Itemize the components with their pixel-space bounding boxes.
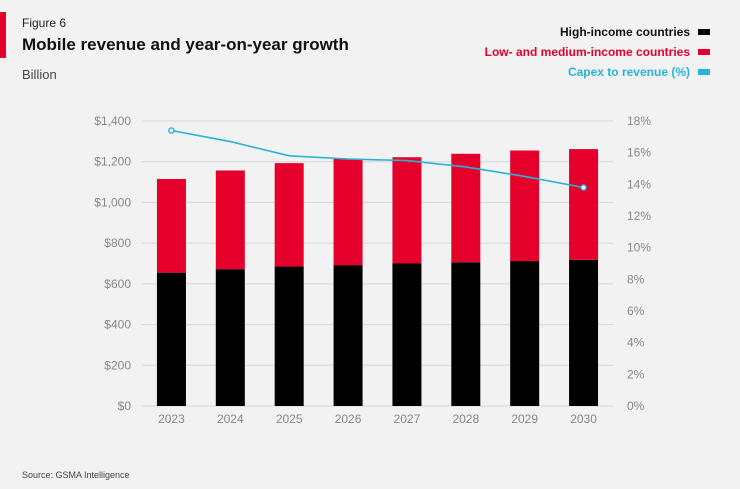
legend-swatch xyxy=(698,29,710,35)
legend-label: Capex to revenue (%) xyxy=(567,65,690,79)
bar-segment xyxy=(451,153,481,263)
bar-segment xyxy=(569,149,599,260)
bar-segment xyxy=(274,266,304,406)
x-tick-label: 2029 xyxy=(511,412,538,426)
legend-item-low-medium-income: Low- and medium-income countries xyxy=(485,42,710,62)
y-right-tick-label: 4% xyxy=(627,336,645,350)
x-tick-label: 2027 xyxy=(394,412,421,426)
bar-segment xyxy=(451,262,481,406)
x-tick-label: 2025 xyxy=(276,412,303,426)
legend-swatch xyxy=(698,69,710,75)
x-tick-label: 2024 xyxy=(217,412,244,426)
unit-label: Billion xyxy=(22,67,57,82)
legend-swatch xyxy=(698,49,710,55)
chart-title: Mobile revenue and year-on-year growth xyxy=(22,35,349,54)
bar-segment xyxy=(156,179,186,273)
y-right-tick-label: 18% xyxy=(627,114,651,128)
legend: High-income countries Low- and medium-in… xyxy=(485,22,710,82)
bar-segment xyxy=(215,170,245,270)
legend-label: Low- and medium-income countries xyxy=(484,45,690,59)
bar-segment xyxy=(569,259,599,406)
bar-segment xyxy=(156,272,186,406)
y-left-tick-label: $600 xyxy=(104,277,131,291)
legend-item-capex: Capex to revenue (%) xyxy=(485,62,710,82)
figure-label: Figure 6 xyxy=(22,16,67,30)
y-right-tick-label: 14% xyxy=(627,177,651,191)
y-right-tick-label: 2% xyxy=(627,367,645,381)
legend-item-high-income: High-income countries xyxy=(485,22,710,42)
y-left-tick-label: $1,000 xyxy=(94,195,131,209)
bar-segment xyxy=(510,261,540,406)
source-note: Source: GSMA Intelligence xyxy=(22,470,130,480)
bar-segment xyxy=(392,157,422,264)
capex-point xyxy=(580,184,587,191)
y-right-tick-label: 10% xyxy=(627,241,651,255)
y-left-tick-label: $0 xyxy=(118,399,132,413)
bar-segment xyxy=(274,163,304,267)
legend-label: High-income countries xyxy=(559,25,690,39)
y-left-tick-label: $1,400 xyxy=(94,114,131,128)
y-left-tick-label: $1,200 xyxy=(94,155,131,169)
y-left-tick-label: $200 xyxy=(104,358,131,372)
y-right-tick-label: 8% xyxy=(627,272,645,286)
x-tick-label: 2026 xyxy=(335,412,362,426)
x-tick-label: 2023 xyxy=(158,412,185,426)
bar-segment xyxy=(510,150,540,262)
bar-segment xyxy=(392,263,422,406)
bar-segment xyxy=(333,265,363,406)
y-right-tick-label: 12% xyxy=(627,209,651,223)
accent-bar xyxy=(0,12,6,58)
bar-segment xyxy=(333,158,363,266)
y-left-tick-label: $800 xyxy=(104,236,131,250)
y-right-tick-label: 16% xyxy=(627,146,651,160)
x-tick-label: 2030 xyxy=(570,412,597,426)
capex-point xyxy=(168,127,175,134)
x-tick-label: 2028 xyxy=(452,412,479,426)
bar-segment xyxy=(215,269,245,406)
y-right-tick-label: 0% xyxy=(627,399,645,413)
y-right-tick-label: 6% xyxy=(627,304,645,318)
capex-line xyxy=(171,129,584,189)
y-left-tick-label: $400 xyxy=(104,318,131,332)
